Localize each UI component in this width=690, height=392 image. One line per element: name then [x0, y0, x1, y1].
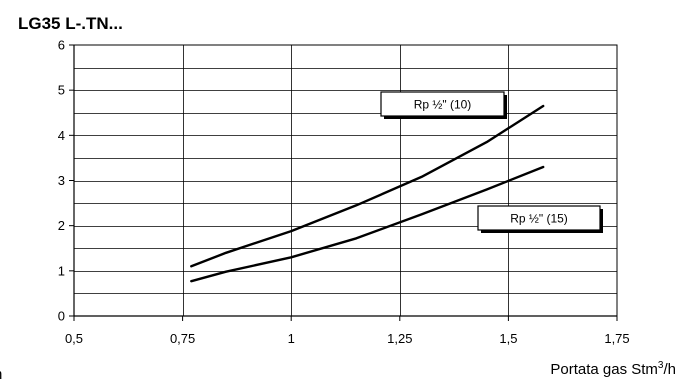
plot-frame	[73, 44, 618, 317]
y-tick-label: 3	[58, 173, 65, 188]
series-lines	[190, 104, 545, 283]
axes: 0 1 2 3 4 5 6 0,5 0,75 1 1,25 1,5 1,75	[58, 38, 630, 347]
x-tick-label: 0,75	[170, 331, 195, 346]
y-tick-label: 5	[58, 83, 65, 98]
y-tick-label: 1	[58, 263, 65, 278]
y-tick-label: 2	[58, 218, 65, 233]
y-tick-label: 6	[58, 38, 65, 53]
y-tick-label: 0	[58, 309, 65, 324]
x-tick-label: 0,5	[65, 331, 83, 346]
x-tick-label: 1,75	[604, 331, 629, 346]
legend-box	[380, 91, 505, 117]
x-axis-label-fragment: h	[0, 366, 2, 383]
legend-label: Rp ½" (15)	[510, 212, 568, 226]
legend: Rp ½" (10) Rp ½" (15)	[380, 91, 603, 233]
grid	[73, 44, 618, 317]
y-tick-label: 4	[58, 128, 65, 143]
series-line-1	[190, 104, 545, 268]
x-tick-label: 1	[288, 331, 295, 346]
legend-box	[477, 205, 601, 231]
x-axis-label-unit: /h	[663, 361, 676, 378]
x-axis-label-text: Portata gas Stm	[550, 361, 658, 378]
x-tick-label: 1,5	[499, 331, 517, 346]
legend-item-1: Rp ½" (10)	[380, 91, 507, 119]
legend-item-2: Rp ½" (15)	[477, 205, 603, 233]
chart-title: LG35 L-.TN...	[18, 14, 123, 33]
legend-label: Rp ½" (10)	[414, 98, 472, 112]
series-line-2	[190, 165, 545, 283]
x-axis-label: Portata gas Stm3/h	[550, 360, 676, 378]
x-axis-label-superscript: 3	[657, 360, 664, 371]
x-tick-label: 1,25	[387, 331, 412, 346]
